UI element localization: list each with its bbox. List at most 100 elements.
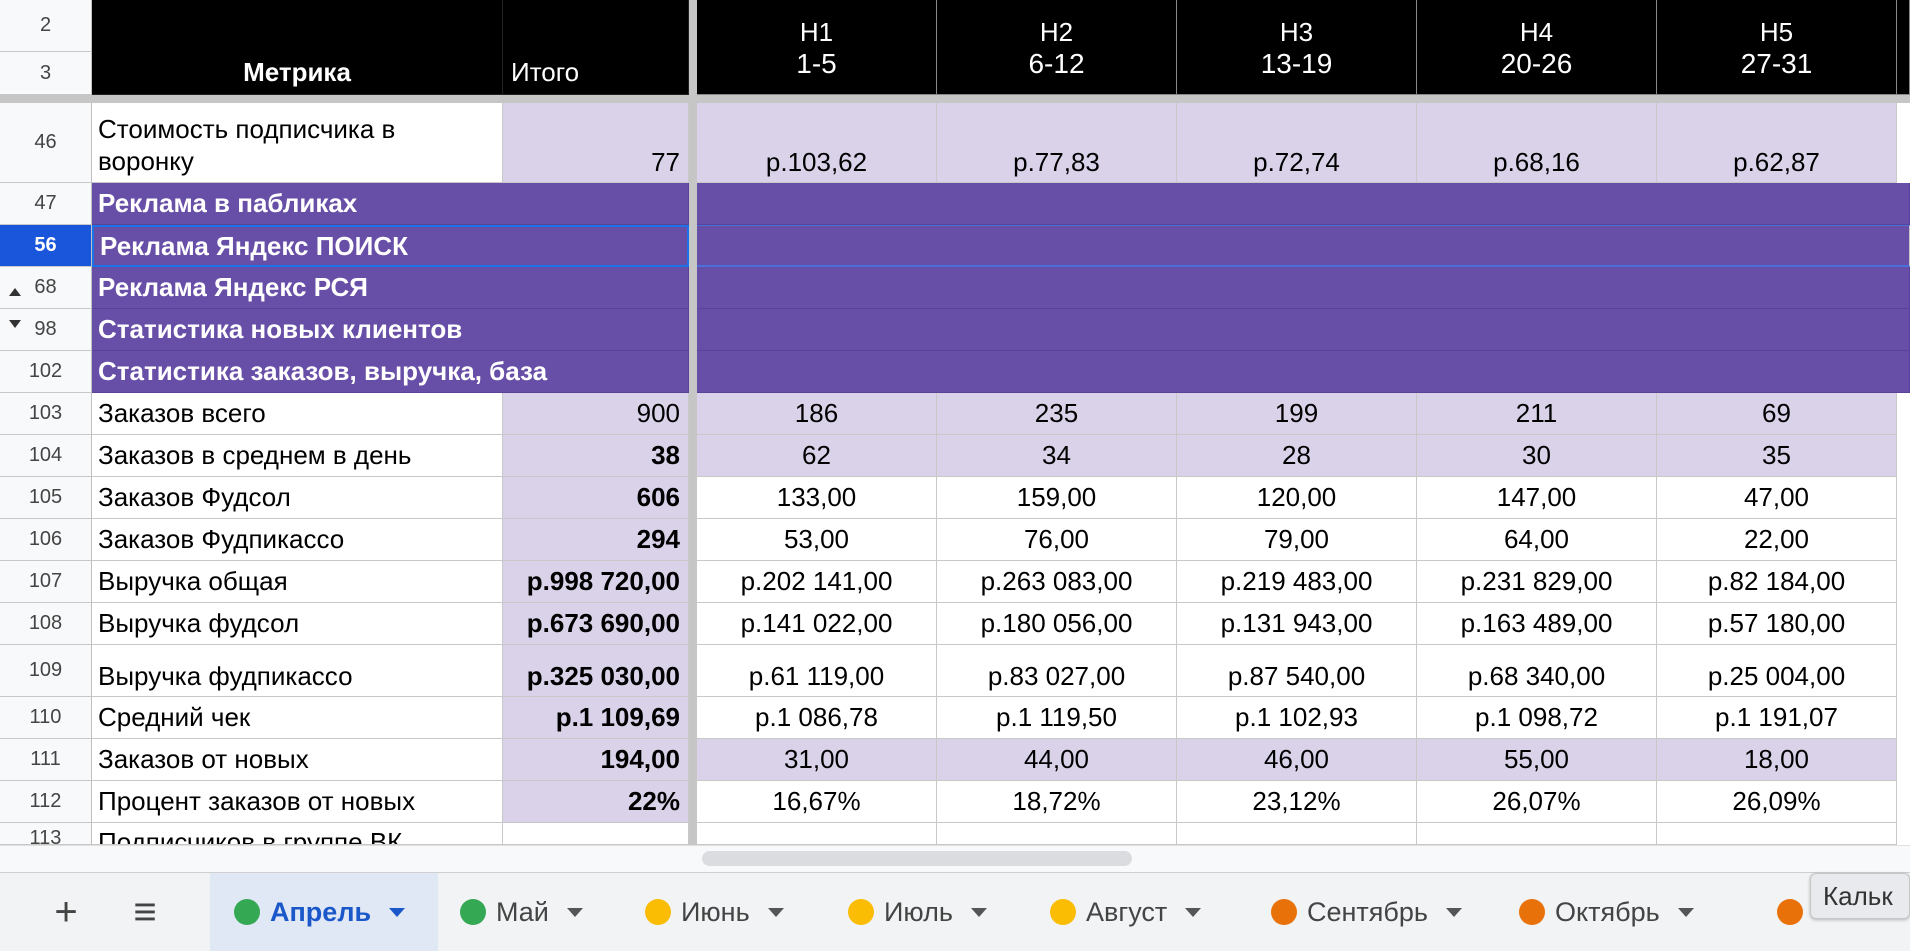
chevron-down-icon[interactable] xyxy=(970,907,987,917)
row-header-2[interactable]: 2 xyxy=(0,0,92,52)
metric-cell[interactable]: Выручка фудсол xyxy=(92,603,503,645)
value-cell[interactable]: 76,00 xyxy=(937,519,1177,561)
sheet-tab-october[interactable]: Октябрь xyxy=(1519,873,1729,951)
metric-cell[interactable]: Заказов всего xyxy=(92,393,503,435)
chevron-down-icon[interactable] xyxy=(1677,907,1694,917)
value-cell[interactable]: 186 xyxy=(697,393,937,435)
value-cell[interactable]: 46,00 xyxy=(1177,739,1417,781)
value-cell[interactable]: 159,00 xyxy=(937,477,1177,519)
row-header-106[interactable]: 106 xyxy=(0,519,92,561)
value-cell[interactable]: 53,00 xyxy=(697,519,937,561)
metric-cell[interactable]: Заказов Фудсол xyxy=(92,477,503,519)
value-cell[interactable]: 235 xyxy=(937,393,1177,435)
total-cell[interactable]: р.1 109,69 xyxy=(503,697,689,739)
value-cell[interactable]: р.202 141,00 xyxy=(697,561,937,603)
chevron-down-icon[interactable] xyxy=(389,907,406,917)
frozen-columns-divider[interactable] xyxy=(689,0,697,872)
value-cell[interactable]: р.131 943,00 xyxy=(1177,603,1417,645)
section-fill[interactable] xyxy=(697,183,1910,225)
sheet-tab-august[interactable]: Август xyxy=(1050,873,1250,951)
week-header-h4[interactable]: Н4 20-26 xyxy=(1417,0,1657,95)
value-cell[interactable]: 147,00 xyxy=(1417,477,1657,519)
metric-cell[interactable]: Средний чек xyxy=(92,697,503,739)
sheet-tab-july[interactable]: Июль xyxy=(848,873,1018,951)
week-header-h3[interactable]: Н3 13-19 xyxy=(1177,0,1417,95)
value-cell[interactable]: р.83 027,00 xyxy=(937,645,1177,697)
value-cell[interactable]: 18,72% xyxy=(937,781,1177,823)
metric-cell[interactable]: Процент заказов от новых xyxy=(92,781,503,823)
sheet-tab-may[interactable]: Май xyxy=(460,873,610,951)
section-fill[interactable] xyxy=(697,225,1910,267)
row-header-112[interactable]: 112 xyxy=(0,781,92,823)
section-row-new-clients[interactable]: Статистика новых клиентов xyxy=(92,309,689,351)
section-fill[interactable] xyxy=(697,309,1910,351)
chevron-down-icon[interactable] xyxy=(767,907,784,917)
chevron-down-icon[interactable] xyxy=(566,907,583,917)
value-cell[interactable]: 16,67% xyxy=(697,781,937,823)
row-header-109[interactable]: 109 xyxy=(0,645,92,697)
section-fill[interactable] xyxy=(697,267,1910,309)
row-header-46[interactable]: 46 xyxy=(0,103,92,183)
group-expand-icon[interactable] xyxy=(9,320,21,328)
value-cell[interactable]: р.1 191,07 xyxy=(1657,697,1897,739)
metric-cell[interactable]: Выручка общая xyxy=(92,561,503,603)
section-row-yandex-search[interactable]: Реклама Яндекс ПОИСК xyxy=(92,225,689,267)
row-header-108[interactable]: 108 xyxy=(0,603,92,645)
value-cell[interactable]: р.163 489,00 xyxy=(1417,603,1657,645)
value-cell[interactable]: р.263 083,00 xyxy=(937,561,1177,603)
value-cell[interactable]: 44,00 xyxy=(937,739,1177,781)
row-header-113[interactable]: 113 xyxy=(0,823,92,845)
section-row-yandex-rsya[interactable]: Реклама Яндекс РСЯ xyxy=(92,267,689,309)
value-cell[interactable]: 28 xyxy=(1177,435,1417,477)
value-cell[interactable]: 35 xyxy=(1657,435,1897,477)
value-cell[interactable]: 55,00 xyxy=(1417,739,1657,781)
row-header-102[interactable]: 102 xyxy=(0,351,92,393)
total-cell[interactable]: 38 xyxy=(503,435,689,477)
sheet-tab-april[interactable]: Апрель xyxy=(210,873,438,951)
week-header-h2[interactable]: Н2 6-12 xyxy=(937,0,1177,95)
row-header-3[interactable]: 3 xyxy=(0,52,92,95)
value-cell[interactable]: 79,00 xyxy=(1177,519,1417,561)
group-collapse-icon[interactable] xyxy=(9,288,21,296)
metric-cell[interactable]: Заказов Фудпикассо xyxy=(92,519,503,561)
value-cell[interactable]: 47,00 xyxy=(1657,477,1897,519)
value-cell[interactable]: р.25 004,00 xyxy=(1657,645,1897,697)
total-cell[interactable]: р.325 030,00 xyxy=(503,645,689,697)
value-cell[interactable]: 120,00 xyxy=(1177,477,1417,519)
total-cell[interactable]: 77 xyxy=(503,103,689,183)
value-cell[interactable]: 30 xyxy=(1417,435,1657,477)
value-cell[interactable]: 26,07% xyxy=(1417,781,1657,823)
value-cell[interactable] xyxy=(937,823,1177,845)
row-header-104[interactable]: 104 xyxy=(0,435,92,477)
section-row-ads-publics[interactable]: Реклама в пабликах xyxy=(92,183,689,225)
value-cell[interactable]: р.68 340,00 xyxy=(1417,645,1657,697)
row-header-111[interactable]: 111 xyxy=(0,739,92,781)
value-cell[interactable]: р.1 119,50 xyxy=(937,697,1177,739)
value-cell[interactable]: р.72,74 xyxy=(1177,103,1417,183)
value-cell[interactable]: р.82 184,00 xyxy=(1657,561,1897,603)
value-cell[interactable] xyxy=(1417,823,1657,845)
sheet-tab-september[interactable]: Сентябрь xyxy=(1271,873,1491,951)
week-header-h5[interactable]: Н5 27-31 xyxy=(1657,0,1897,95)
add-sheet-button[interactable]: + xyxy=(44,873,88,951)
total-cell[interactable]: 22% xyxy=(503,781,689,823)
frozen-rows-divider[interactable] xyxy=(0,95,1910,103)
value-cell[interactable]: р.57 180,00 xyxy=(1657,603,1897,645)
value-cell[interactable]: р.1 098,72 xyxy=(1417,697,1657,739)
value-cell[interactable]: 26,09% xyxy=(1657,781,1897,823)
value-cell[interactable]: р.61 119,00 xyxy=(697,645,937,697)
value-cell[interactable]: р.219 483,00 xyxy=(1177,561,1417,603)
horizontal-scrollbar-thumb[interactable] xyxy=(702,851,1132,866)
value-cell[interactable] xyxy=(1657,823,1897,845)
value-cell[interactable]: р.1 086,78 xyxy=(697,697,937,739)
value-cell[interactable]: 211 xyxy=(1417,393,1657,435)
row-header-98[interactable]: 98 xyxy=(0,309,92,351)
value-cell[interactable]: р.103,62 xyxy=(697,103,937,183)
value-cell[interactable]: р.87 540,00 xyxy=(1177,645,1417,697)
row-header-56[interactable]: 56 xyxy=(0,225,92,267)
total-cell[interactable]: р.673 690,00 xyxy=(503,603,689,645)
row-header-105[interactable]: 105 xyxy=(0,477,92,519)
row-header-103[interactable]: 103 xyxy=(0,393,92,435)
section-fill[interactable] xyxy=(697,351,1910,393)
total-cell[interactable] xyxy=(503,823,689,845)
